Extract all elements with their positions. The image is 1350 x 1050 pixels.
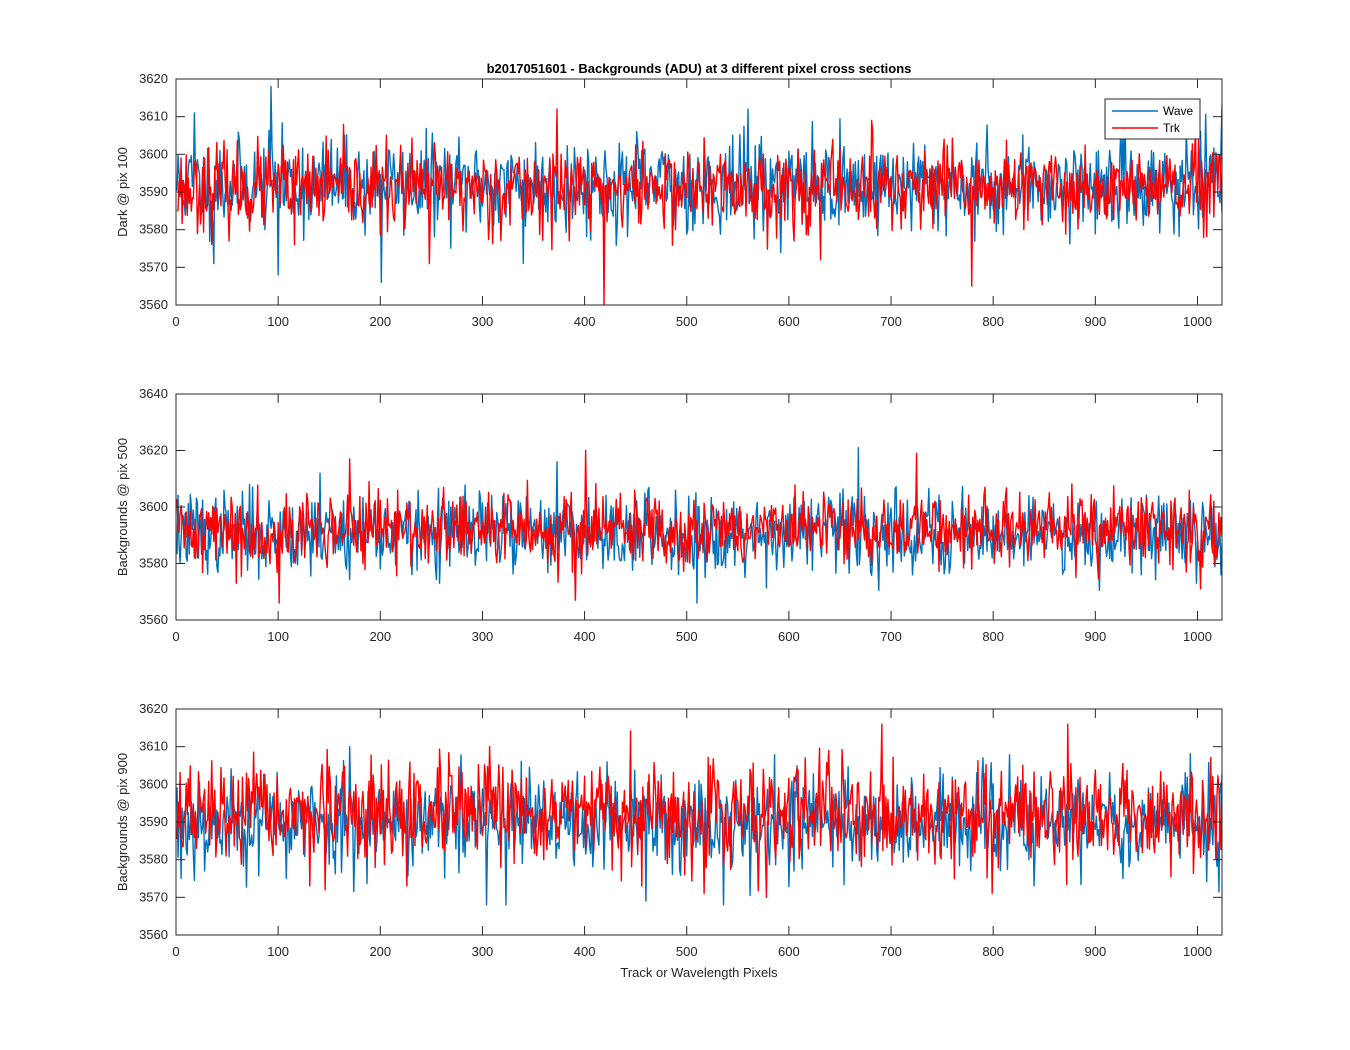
legend: Wave Trk	[1104, 98, 1201, 140]
y-tick-label: 3560	[139, 297, 168, 312]
y-tick-label: 3590	[139, 184, 168, 199]
x-tick-label: 100	[267, 314, 289, 329]
x-tick-label: 400	[574, 944, 596, 959]
y-tick-label: 3620	[139, 71, 168, 86]
y-tick-label: 3600	[139, 499, 168, 514]
x-tick-label: 100	[267, 629, 289, 644]
x-tick-label: 500	[676, 944, 698, 959]
plots-container: 0 100 200 300 400 500 600 700 800 900 100035603570…	[115, 71, 1223, 959]
y-axis-label: Backgrounds @ pix 500	[115, 438, 130, 576]
y-tick-label: 3620	[139, 701, 168, 716]
y-tick-label: 3570	[139, 889, 168, 904]
y-axis-label: Dark @ pix 100	[115, 147, 130, 237]
chart-title: b2017051601 - Backgrounds (ADU) at 3 dif…	[487, 61, 912, 76]
x-tick-label: 200	[369, 944, 391, 959]
y-tick-label: 3580	[139, 852, 168, 867]
series-line-wave	[176, 446, 1222, 604]
x-tick-label: 300	[472, 629, 494, 644]
chart-panel-1: 0 100 200 300 400 500 600 700 800 900 1000 3560 3570…	[115, 71, 1223, 329]
x-tick-label: 1000	[1183, 314, 1212, 329]
x-tick-label: 700	[880, 944, 902, 959]
y-tick-label: 3620	[139, 443, 168, 458]
x-tick-label: 0	[172, 629, 179, 644]
x-tick-label: 400	[574, 314, 596, 329]
y-tick-label: 3570	[139, 259, 168, 274]
series-line-trk	[176, 108, 1222, 305]
x-tick-label: 100	[267, 944, 289, 959]
y-tick-label: 3610	[139, 739, 168, 754]
x-tick-label: 300	[472, 314, 494, 329]
y-tick-label: 3610	[139, 109, 168, 124]
x-tick-label: 200	[369, 314, 391, 329]
x-tick-label: 200	[369, 629, 391, 644]
x-tick-label: 0	[172, 944, 179, 959]
x-axis-label: Track or Wavelength Pixels	[620, 965, 778, 980]
x-tick-label: 700	[880, 629, 902, 644]
x-tick-label: 700	[880, 314, 902, 329]
x-tick-label: 500	[676, 314, 698, 329]
x-tick-label: 800	[982, 944, 1004, 959]
y-tick-label: 3640	[139, 386, 168, 401]
legend-label-trk: Trk	[1163, 121, 1181, 135]
legend-box	[1104, 98, 1201, 140]
y-tick-label: 3590	[139, 814, 168, 829]
x-tick-label: 800	[982, 314, 1004, 329]
x-tick-label: 600	[778, 629, 800, 644]
series-line-trk	[176, 723, 1222, 898]
y-tick-label: 3580	[139, 556, 168, 571]
x-tick-label: 0	[172, 314, 179, 329]
x-tick-label: 900	[1084, 314, 1106, 329]
x-tick-label: 900	[1084, 944, 1106, 959]
chart-panel-3: 0 100 200 300 400 500 600 700 800 900 1000 3560 3570…	[115, 701, 1223, 959]
y-tick-label: 3560	[139, 927, 168, 942]
x-tick-label: 900	[1084, 629, 1106, 644]
y-tick-label: 3580	[139, 222, 168, 237]
x-tick-label: 1000	[1183, 944, 1212, 959]
y-tick-label: 3600	[139, 776, 168, 791]
y-tick-label: 3600	[139, 146, 168, 161]
legend-label-wave: Wave	[1163, 104, 1194, 118]
x-tick-label: 1000	[1183, 629, 1212, 644]
y-tick-label: 3560	[139, 612, 168, 627]
series-line-trk	[176, 449, 1222, 604]
x-tick-label: 300	[472, 944, 494, 959]
x-tick-label: 400	[574, 629, 596, 644]
x-tick-label: 500	[676, 629, 698, 644]
x-tick-label: 600	[778, 944, 800, 959]
y-axis-label: Backgrounds @ pix 900	[115, 753, 130, 891]
chart-panel-2: 0 100 200 300 400 500 600 700 800 900 1000 3560 3580…	[115, 386, 1223, 644]
x-tick-label: 600	[778, 314, 800, 329]
x-tick-label: 800	[982, 629, 1004, 644]
